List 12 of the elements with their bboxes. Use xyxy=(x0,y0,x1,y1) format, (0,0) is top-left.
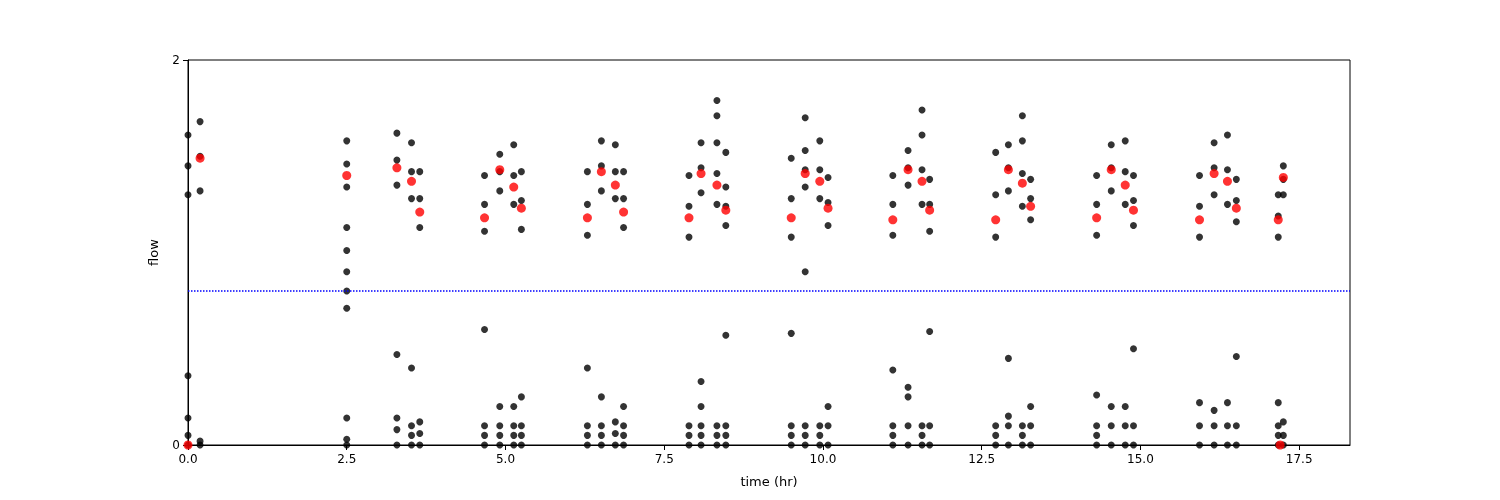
y-tick-label: 2 xyxy=(172,53,180,67)
x-tick-label: 2.5 xyxy=(337,452,357,466)
x-tick-label: 7.5 xyxy=(654,452,674,466)
x-tick-label: 12.5 xyxy=(968,452,996,466)
y-tick-label: 0 xyxy=(172,438,180,452)
x-tick-label: 10.0 xyxy=(809,452,837,466)
x-tick-label: 0.0 xyxy=(178,452,198,466)
x-axis-title: time (hr) xyxy=(740,474,798,489)
y-axis-title: flow xyxy=(146,238,161,266)
x-tick-label: 5.0 xyxy=(495,452,516,466)
x-tick-label: 17.5 xyxy=(1285,452,1313,466)
x-tick-label: 15.0 xyxy=(1127,452,1154,466)
